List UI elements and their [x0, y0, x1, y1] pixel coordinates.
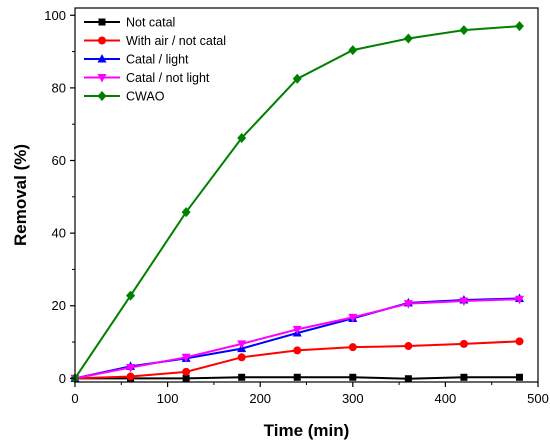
legend-entry: Catal / not light	[84, 71, 210, 85]
x-tick-label: 300	[342, 391, 364, 406]
data-point	[126, 372, 135, 381]
y-tick-label: 100	[44, 8, 66, 23]
legend-label: Catal / not light	[126, 71, 210, 85]
data-point	[348, 45, 358, 56]
data-point	[182, 367, 191, 376]
legend-label: Catal / light	[126, 53, 189, 67]
data-point	[349, 373, 357, 381]
data-point	[237, 340, 247, 349]
data-point	[515, 373, 523, 381]
data-point	[348, 343, 357, 352]
data-point	[348, 313, 358, 323]
data-point	[293, 346, 302, 355]
x-tick-label: 500	[527, 391, 549, 406]
axes: 0 100 200 300 400 500 0 20 40 60 80 100	[44, 7, 549, 406]
y-tick-label: 0	[59, 371, 66, 386]
x-tick-label: 100	[157, 391, 179, 406]
data-point	[237, 353, 246, 362]
series-line	[74, 298, 520, 380]
x-tick-label: 400	[435, 391, 457, 406]
legend-entry: Catal / light	[84, 53, 189, 67]
data-point	[459, 339, 468, 348]
data-point	[181, 207, 191, 218]
data-point	[126, 290, 136, 301]
data-point	[515, 337, 524, 346]
legend: Not catal With air / not catal Catal / lig…	[84, 16, 226, 104]
data-point	[181, 353, 191, 363]
data-point	[514, 21, 524, 32]
series-3	[70, 295, 524, 384]
data-point	[459, 25, 469, 36]
data-point	[292, 73, 302, 84]
x-axis-title: Time (min)	[264, 421, 350, 440]
data-point	[403, 33, 413, 44]
y-tick-label: 40	[52, 226, 66, 241]
x-tick-label: 0	[71, 391, 78, 406]
data-point	[404, 342, 413, 351]
data-point	[292, 325, 302, 335]
y-tick-label: 20	[52, 298, 66, 313]
series-2	[70, 293, 524, 382]
data-point	[460, 373, 468, 381]
data-point	[97, 74, 107, 83]
y-tick-label: 60	[52, 153, 66, 168]
data-point	[514, 295, 524, 305]
legend-label: CWAO	[126, 90, 165, 104]
data-point	[98, 18, 106, 26]
data-point	[238, 373, 246, 381]
data-point	[293, 373, 301, 381]
legend-label: With air / not catal	[126, 34, 226, 48]
data-point	[97, 91, 107, 101]
plot-area	[70, 21, 524, 384]
data-point	[237, 132, 247, 143]
y-axis-title: Removal (%)	[11, 144, 30, 246]
data-point	[403, 300, 413, 309]
x-tick-label: 200	[249, 391, 271, 406]
legend-entry: With air / not catal	[84, 34, 226, 48]
data-point	[459, 297, 469, 307]
legend-entry: CWAO	[84, 90, 165, 104]
legend-entry: Not catal	[84, 16, 175, 30]
data-point	[126, 363, 136, 373]
legend-label: Not catal	[126, 16, 175, 30]
data-point	[182, 374, 190, 382]
data-point	[404, 375, 412, 383]
y-tick-label: 80	[52, 80, 66, 95]
data-point	[97, 54, 107, 63]
data-point	[98, 36, 106, 45]
